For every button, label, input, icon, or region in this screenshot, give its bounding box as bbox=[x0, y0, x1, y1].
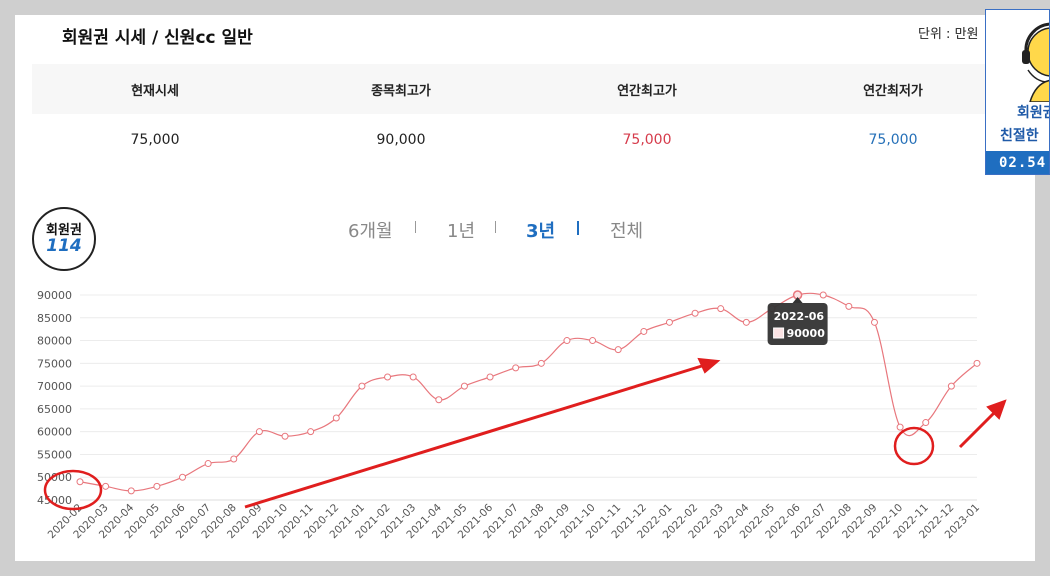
tab-all[interactable]: 전체 bbox=[610, 221, 644, 242]
data-point bbox=[281, 432, 289, 440]
stats-header-alltime-high: 종목최고가 bbox=[371, 84, 431, 99]
data-point bbox=[127, 487, 135, 495]
data-point bbox=[973, 359, 981, 367]
data-point bbox=[922, 419, 930, 427]
data-point bbox=[153, 482, 161, 490]
tab-6-months[interactable]: 6개월 bbox=[348, 221, 393, 242]
data-point bbox=[358, 382, 366, 390]
y-tick-label: 90000 bbox=[37, 289, 72, 302]
data-point bbox=[460, 382, 468, 390]
annotation-circle bbox=[43, 469, 103, 511]
data-point bbox=[179, 473, 187, 481]
tooltip-swatch bbox=[773, 327, 785, 339]
data-point bbox=[819, 291, 827, 299]
data-point bbox=[614, 346, 622, 354]
page-title: 회원권 시세 / 신원cc 일반 bbox=[62, 28, 253, 48]
stats-value-year-low: 75,000 bbox=[868, 132, 918, 148]
y-tick-label: 75000 bbox=[37, 357, 72, 370]
y-tick-label: 85000 bbox=[37, 312, 72, 325]
data-point bbox=[486, 373, 494, 381]
annotation-arrow-line bbox=[244, 363, 706, 509]
data-point bbox=[742, 318, 750, 326]
data-point bbox=[204, 460, 212, 468]
data-point bbox=[717, 305, 725, 313]
data-point bbox=[589, 337, 597, 345]
data-point bbox=[665, 318, 673, 326]
stats-table: 현재시세 종목최고가 연간최고가 연간최저가 75,000 90,000 75,… bbox=[32, 64, 1018, 168]
stats-header-row bbox=[32, 64, 1018, 114]
price-panel: 회원권 시세 / 신원cc 일반 단위 : 만원 현재시세 종목최고가 연간최고… bbox=[15, 15, 1035, 561]
annotation-circle bbox=[893, 426, 935, 466]
data-point bbox=[332, 414, 340, 422]
price-line-chart: 4500050000550006000065000700007500080000… bbox=[37, 289, 1007, 541]
tab-separator bbox=[577, 221, 579, 235]
stats-value-year-high: 75,000 bbox=[622, 132, 672, 148]
tab-separator bbox=[415, 221, 416, 233]
logo-text: 회원권 bbox=[46, 223, 82, 238]
data-point bbox=[512, 364, 520, 372]
data-point bbox=[640, 327, 648, 335]
data-point bbox=[230, 455, 238, 463]
data-point bbox=[409, 373, 417, 381]
data-point bbox=[255, 428, 263, 436]
annotation-arrow-head bbox=[986, 399, 1007, 420]
data-point bbox=[691, 309, 699, 317]
data-point bbox=[947, 382, 955, 390]
data-point bbox=[76, 478, 84, 486]
widget-label-2: 친절한 bbox=[1000, 128, 1039, 144]
stats-value-current: 75,000 bbox=[130, 132, 180, 148]
y-tick-label: 65000 bbox=[37, 403, 72, 416]
tab-3-years[interactable]: 3년 bbox=[526, 221, 556, 242]
data-point bbox=[896, 423, 904, 431]
tooltip-value: 90000 bbox=[787, 327, 826, 340]
stats-header-current: 현재시세 bbox=[131, 84, 179, 99]
tab-separator bbox=[495, 221, 496, 233]
stats-value-alltime-high: 90,000 bbox=[376, 132, 426, 148]
stats-header-year-high: 연간최고가 bbox=[617, 84, 677, 99]
data-point bbox=[537, 359, 545, 367]
brand-logo: 회원권 114 bbox=[32, 207, 96, 271]
annotation-arrow-head bbox=[697, 357, 721, 374]
widget-time: 02.54 bbox=[986, 151, 1049, 174]
logo-number: 114 bbox=[46, 236, 82, 256]
annotation-arrow-line bbox=[958, 408, 999, 449]
series-line bbox=[79, 292, 978, 492]
data-point bbox=[870, 318, 878, 326]
tooltip-label: 2022-06 bbox=[774, 310, 825, 323]
stats-header-year-low: 연간최저가 bbox=[863, 84, 923, 99]
y-tick-label: 80000 bbox=[37, 335, 72, 348]
data-point bbox=[384, 373, 392, 381]
data-point bbox=[845, 302, 853, 310]
y-tick-label: 60000 bbox=[37, 426, 72, 439]
tooltip-pointer bbox=[792, 297, 803, 303]
y-tick-label: 55000 bbox=[37, 448, 72, 461]
side-widget[interactable]: 회원권 친절한 02.54 bbox=[985, 9, 1050, 175]
data-point bbox=[307, 428, 315, 436]
widget-label-1: 회원권 bbox=[1017, 105, 1049, 121]
data-point bbox=[563, 337, 571, 345]
headset-agent-icon bbox=[1022, 22, 1049, 102]
data-point bbox=[435, 396, 443, 404]
data-point bbox=[102, 482, 110, 490]
tab-1-year[interactable]: 1년 bbox=[447, 221, 476, 242]
y-tick-label: 70000 bbox=[37, 380, 72, 393]
unit-label: 단위 : 만원 bbox=[918, 27, 979, 42]
y-tick-label: 50000 bbox=[37, 471, 72, 484]
